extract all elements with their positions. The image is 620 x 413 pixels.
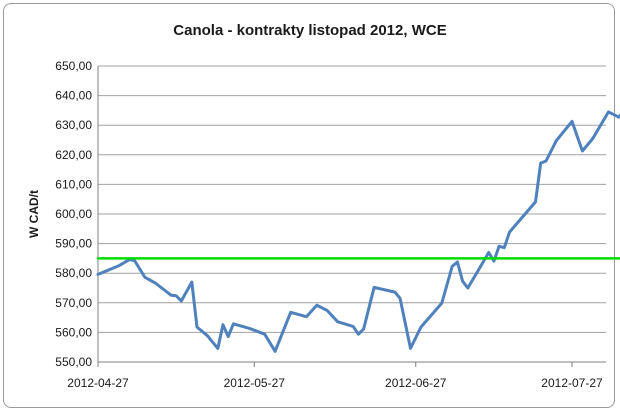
series-lines <box>96 110 620 353</box>
y-tick-label: 580,00 <box>55 266 92 280</box>
y-tick-labels: 550,00 560,00 570,00 580,00 590,00 600,00 610,… <box>55 59 92 369</box>
chart-frame <box>3 3 615 408</box>
y-tick-label: 560,00 <box>55 325 92 339</box>
y-tick-label: 550,00 <box>55 355 92 369</box>
y-tick-label: 620,00 <box>55 148 92 162</box>
x-tick-label: 2012-04-27 <box>67 376 129 390</box>
price-line <box>96 110 620 353</box>
y-tick-label: 630,00 <box>55 118 92 132</box>
y-tick-label: 570,00 <box>55 296 92 310</box>
x-tick-label: 2012-05-27 <box>224 376 286 390</box>
x-tick-label: 2012-07-27 <box>541 376 603 390</box>
y-tick-label: 650,00 <box>55 59 92 73</box>
y-tick-label: 640,00 <box>55 89 92 103</box>
y-tick-label: 590,00 <box>55 237 92 251</box>
x-tick-label: 2012-06-27 <box>385 376 447 390</box>
y-tick-label: 610,00 <box>55 177 92 191</box>
x-tick-labels: 2012-04-27 2012-05-27 2012-06-27 2012-07-27 <box>67 362 603 390</box>
chart-title: Canola - kontrakty listopad 2012, WCE <box>173 22 446 39</box>
y-tick-label: 600,00 <box>55 207 92 221</box>
y-axis-label: W CAD/t <box>27 190 41 238</box>
gridlines <box>97 65 606 363</box>
